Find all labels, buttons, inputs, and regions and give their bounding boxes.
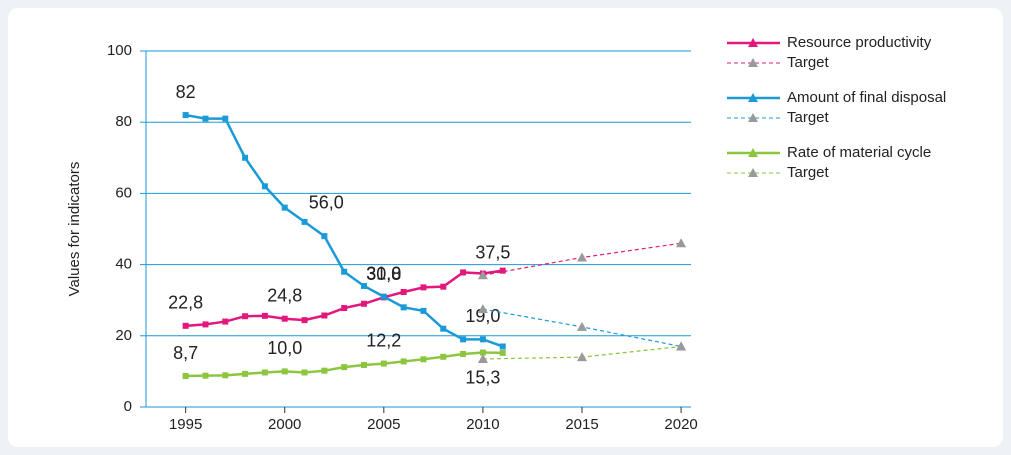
- value-label: 31,0: [366, 263, 401, 283]
- x-tick-label: 2010: [466, 416, 499, 433]
- point-marker: [380, 360, 387, 367]
- point-marker: [222, 115, 229, 122]
- target-marker: [477, 270, 488, 280]
- value-label: 24,8: [267, 285, 302, 305]
- point-marker: [361, 300, 367, 307]
- target-marker: [577, 252, 587, 262]
- legend-marker: [748, 38, 758, 47]
- value-label: 8,7: [173, 343, 198, 363]
- point-marker: [341, 268, 348, 275]
- point-marker: [182, 322, 189, 329]
- legend-marker: [748, 93, 758, 102]
- point-marker: [460, 336, 467, 343]
- point-marker: [261, 312, 268, 319]
- value-label: 12,2: [366, 330, 401, 350]
- legend-label: Target: [787, 109, 830, 126]
- point-marker: [420, 356, 427, 363]
- value-label: 15,3: [465, 367, 500, 387]
- point-marker: [420, 307, 427, 314]
- x-tick-label: 2020: [664, 416, 697, 433]
- point-marker: [479, 349, 486, 356]
- point-marker: [420, 284, 427, 291]
- value-label: 37,5: [475, 242, 510, 262]
- x-tick-label: 2015: [565, 416, 598, 433]
- point-marker: [341, 364, 348, 371]
- point-marker: [321, 312, 328, 319]
- point-marker: [222, 318, 229, 325]
- legend-label: Target: [787, 164, 830, 181]
- value-label: 10,0: [267, 338, 302, 358]
- value-label: 56,0: [309, 192, 344, 212]
- y-tick-label: 80: [115, 113, 132, 130]
- point-marker: [301, 369, 308, 376]
- legend-marker: [748, 58, 758, 67]
- point-marker: [499, 267, 506, 274]
- point-marker: [222, 372, 229, 379]
- point-marker: [321, 233, 328, 240]
- legend-label: Amount of final disposal: [787, 89, 946, 106]
- point-marker: [380, 293, 387, 300]
- point-marker: [242, 154, 249, 161]
- value-label: 30,8: [366, 264, 401, 284]
- point-marker: [182, 112, 189, 119]
- point-marker: [281, 315, 288, 322]
- legend-marker: [748, 113, 758, 122]
- point-marker: [440, 283, 447, 290]
- value-label: 82: [176, 82, 196, 102]
- point-marker: [440, 325, 447, 332]
- point-marker: [400, 358, 407, 365]
- legend-marker: [748, 148, 758, 157]
- point-marker: [341, 305, 348, 312]
- target-marker: [477, 304, 488, 314]
- point-marker: [499, 349, 506, 356]
- point-marker: [479, 336, 486, 343]
- target-marker: [477, 353, 488, 363]
- legend-marker: [748, 168, 758, 177]
- legend-label: Rate of material cycle: [787, 144, 931, 161]
- point-marker: [301, 317, 308, 324]
- point-marker: [242, 313, 249, 320]
- point-marker: [202, 321, 209, 328]
- y-tick-label: 40: [115, 256, 132, 273]
- y-tick-label: 100: [107, 42, 132, 59]
- point-marker: [281, 368, 288, 375]
- point-marker: [202, 115, 209, 122]
- y-tick-label: 20: [115, 327, 132, 344]
- x-tick-label: 1995: [169, 416, 202, 433]
- legend-label: Resource productivity: [787, 34, 932, 51]
- legend-label: Target: [787, 54, 830, 71]
- point-marker: [261, 369, 268, 376]
- point-marker: [202, 372, 209, 379]
- point-marker: [460, 350, 467, 357]
- point-marker: [400, 289, 407, 296]
- panel: [8, 8, 1003, 447]
- point-marker: [261, 183, 268, 190]
- point-marker: [182, 373, 189, 380]
- x-tick-label: 2000: [268, 416, 301, 433]
- value-label: 22,8: [168, 293, 203, 313]
- point-marker: [301, 218, 308, 225]
- target-marker: [676, 341, 687, 351]
- point-marker: [242, 370, 249, 377]
- y-tick-label: 0: [124, 398, 132, 415]
- target-marker: [577, 352, 587, 362]
- point-marker: [361, 282, 367, 289]
- point-marker: [499, 343, 506, 350]
- y-axis-label: Values for indicators: [66, 162, 83, 297]
- point-marker: [361, 361, 367, 368]
- point-marker: [400, 304, 407, 311]
- point-marker: [281, 204, 288, 211]
- point-marker: [460, 269, 467, 276]
- point-marker: [440, 353, 447, 360]
- point-marker: [321, 367, 328, 374]
- target-marker: [676, 238, 687, 248]
- target-marker: [577, 321, 587, 331]
- x-tick-label: 2005: [367, 416, 400, 433]
- y-tick-label: 60: [115, 184, 132, 201]
